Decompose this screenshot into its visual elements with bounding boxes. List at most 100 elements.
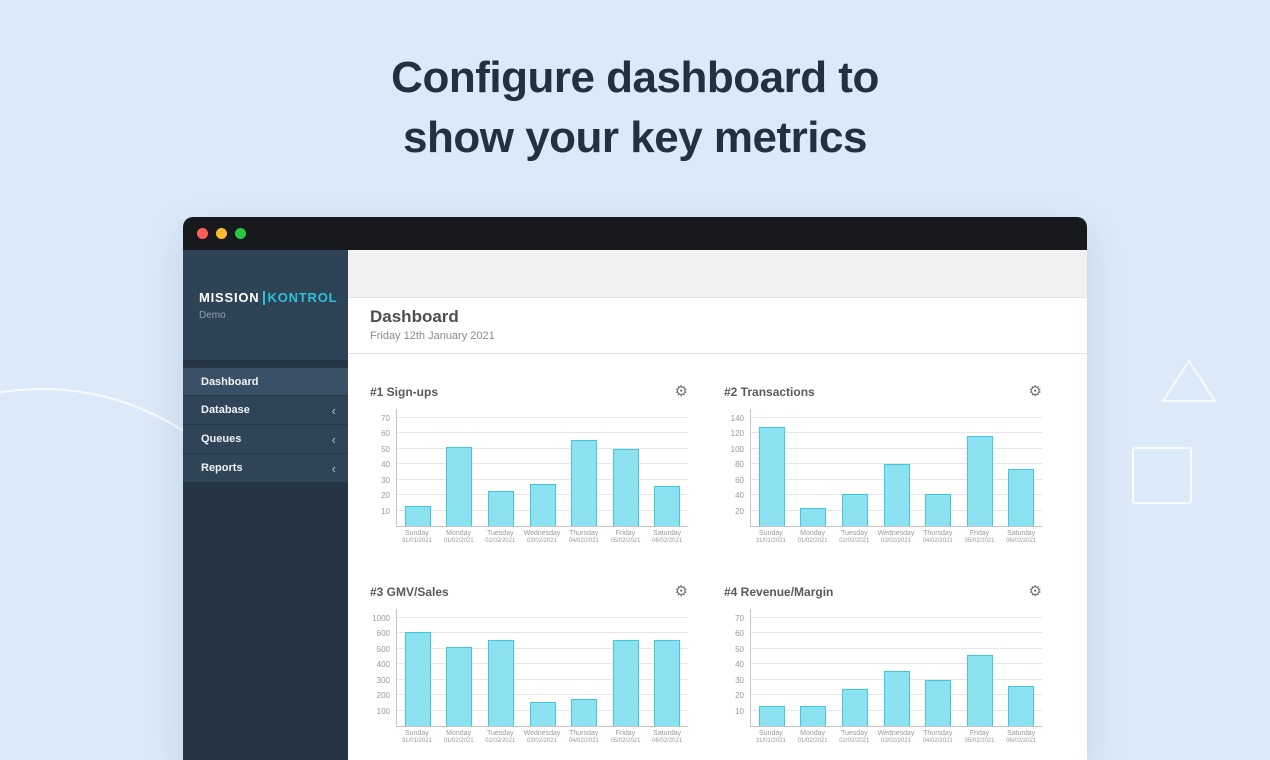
x-tick-day: Thursday <box>569 530 599 537</box>
logo-subtitle: Demo <box>199 310 226 321</box>
x-tick-date: 06/02/2021 <box>652 538 683 544</box>
x-tick-day: Monday <box>446 530 472 537</box>
gridline <box>751 447 1042 449</box>
settings-gear-icon[interactable]: ⚙ <box>674 382 688 400</box>
y-tick-label: 1000 <box>372 614 390 623</box>
bar <box>925 679 952 726</box>
gridline <box>397 694 688 696</box>
bar-chart: 10 20 30 40 50 60 70 Sunday 31/01/2021 Monday 01/0… <box>370 409 688 544</box>
x-tick-label: Thursday 04/02/2021 <box>917 730 959 744</box>
charts-grid: #1 Sign-ups ⚙ 10 20 30 40 50 60 70 Sunday 31/01/20… <box>348 354 1087 744</box>
y-tick-label: 60 <box>381 429 390 439</box>
x-tick-day: Tuesday <box>841 530 868 537</box>
x-tick-date: 01/02/2021 <box>797 738 828 744</box>
y-tick-label: 60 <box>735 475 744 485</box>
sidebar-item-dashboard[interactable]: Dashboard <box>183 367 348 396</box>
sidebar-item-database[interactable]: Database ‹ <box>183 396 348 425</box>
main-header: Dashboard Friday 12th January 2021 <box>348 297 1087 354</box>
x-axis-labels: Sunday 31/01/2021 Monday 01/02/2021 Tuesday 0… <box>750 730 1042 744</box>
x-tick-day: Wednesday <box>877 530 915 537</box>
bar <box>404 631 431 726</box>
y-tick-label: 50 <box>735 644 744 654</box>
x-tick-label: Friday 05/02/2021 <box>605 530 647 544</box>
y-tick-label: 30 <box>381 475 390 485</box>
app-body: MISSION KONTROL Demo Dashboard Database … <box>183 250 1087 760</box>
x-tick-label: Tuesday 02/02/2021 <box>479 530 521 544</box>
chart-title: #3 GMV/Sales <box>370 584 449 599</box>
bar <box>446 647 473 726</box>
x-tick-date: 06/02/2021 <box>1006 738 1037 744</box>
y-tick-label: 60 <box>735 629 744 639</box>
x-tick-day: Saturday <box>1007 730 1036 737</box>
chart-panel-header: #4 Revenue/Margin ⚙ <box>724 584 1042 599</box>
bar <box>841 493 868 526</box>
gridline <box>397 478 688 480</box>
settings-gear-icon[interactable]: ⚙ <box>1028 582 1042 600</box>
y-tick-label: 500 <box>376 644 390 654</box>
settings-gear-icon[interactable]: ⚙ <box>1028 382 1042 400</box>
nav-label: Database <box>201 404 250 416</box>
sidebar-item-queues[interactable]: Queues ‹ <box>183 425 348 454</box>
x-tick-label: Sunday 31/01/2021 <box>396 530 438 544</box>
sidebar-nav: Dashboard Database ‹ Queues ‹ Reports ‹ <box>183 367 348 483</box>
y-tick-label: 20 <box>735 506 744 516</box>
gridline <box>751 463 1042 465</box>
chart-panel-header: #2 Transactions ⚙ <box>724 384 1042 399</box>
x-tick-date: 31/01/2021 <box>755 738 786 744</box>
y-tick-label: 70 <box>381 414 390 423</box>
gridline <box>751 417 1042 418</box>
y-tick-label: 40 <box>735 660 744 670</box>
bar <box>758 705 785 726</box>
settings-gear-icon[interactable]: ⚙ <box>674 582 688 600</box>
x-tick-date: 04/02/2021 <box>568 738 599 744</box>
x-tick-day: Saturday <box>1007 530 1036 537</box>
gridline <box>397 417 688 418</box>
gridline <box>397 678 688 680</box>
x-tick-day: Friday <box>615 530 636 537</box>
gridline <box>751 617 1042 618</box>
bar <box>1008 685 1035 726</box>
x-tick-day: Tuesday <box>841 730 868 737</box>
x-tick-date: 03/02/2021 <box>527 738 558 744</box>
logo-mission: MISSION <box>199 290 260 305</box>
x-tick-date: 03/02/2021 <box>527 538 558 544</box>
gridline <box>397 463 688 465</box>
chevron-left-icon: ‹ <box>331 460 336 476</box>
x-tick-day: Wednesday <box>523 530 561 537</box>
y-axis: 100 200 300 400 500 600 1000 <box>370 609 396 727</box>
x-axis-labels: Sunday 31/01/2021 Monday 01/02/2021 Tuesday 0… <box>396 730 688 744</box>
bar <box>487 640 514 726</box>
y-tick-label: 600 <box>376 629 390 639</box>
y-tick-label: 80 <box>735 460 744 470</box>
plot-area <box>396 409 688 527</box>
close-window-icon[interactable] <box>197 228 208 239</box>
chart-panel: #4 Revenue/Margin ⚙ 10 20 30 40 50 60 70 Sunday 31… <box>724 584 1042 744</box>
x-tick-label: Monday 01/02/2021 <box>792 730 834 744</box>
plot-column: Sunday 31/01/2021 Monday 01/02/2021 Tuesday 0… <box>396 609 688 744</box>
y-tick-label: 10 <box>735 706 744 716</box>
x-tick-date: 01/02/2021 <box>797 538 828 544</box>
chart-title: #1 Sign-ups <box>370 384 439 399</box>
zoom-window-icon[interactable] <box>235 228 246 239</box>
y-tick-label: 40 <box>735 491 744 501</box>
logo-kontrol: KONTROL <box>267 290 338 305</box>
app-logo: MISSION KONTROL <box>199 290 348 305</box>
x-tick-date: 31/01/2021 <box>401 738 432 744</box>
bar <box>404 505 431 526</box>
nav-label: Reports <box>201 462 243 474</box>
x-tick-date: 05/02/2021 <box>964 738 995 744</box>
bar <box>925 493 952 526</box>
x-tick-date: 03/02/2021 <box>881 538 912 544</box>
sidebar-item-reports[interactable]: Reports ‹ <box>183 454 348 483</box>
decorative-square-outline <box>1132 447 1192 504</box>
x-tick-label: Friday 05/02/2021 <box>959 730 1001 744</box>
bar <box>654 640 681 726</box>
minimize-window-icon[interactable] <box>216 228 227 239</box>
x-tick-date: 01/02/2021 <box>443 538 474 544</box>
nav-label: Queues <box>201 433 242 445</box>
x-tick-day: Friday <box>969 730 990 737</box>
bar <box>758 427 785 526</box>
y-tick-label: 20 <box>381 491 390 501</box>
x-tick-label: Wednesday 03/02/2021 <box>521 530 563 544</box>
chart-panel-header: #3 GMV/Sales ⚙ <box>370 584 688 599</box>
